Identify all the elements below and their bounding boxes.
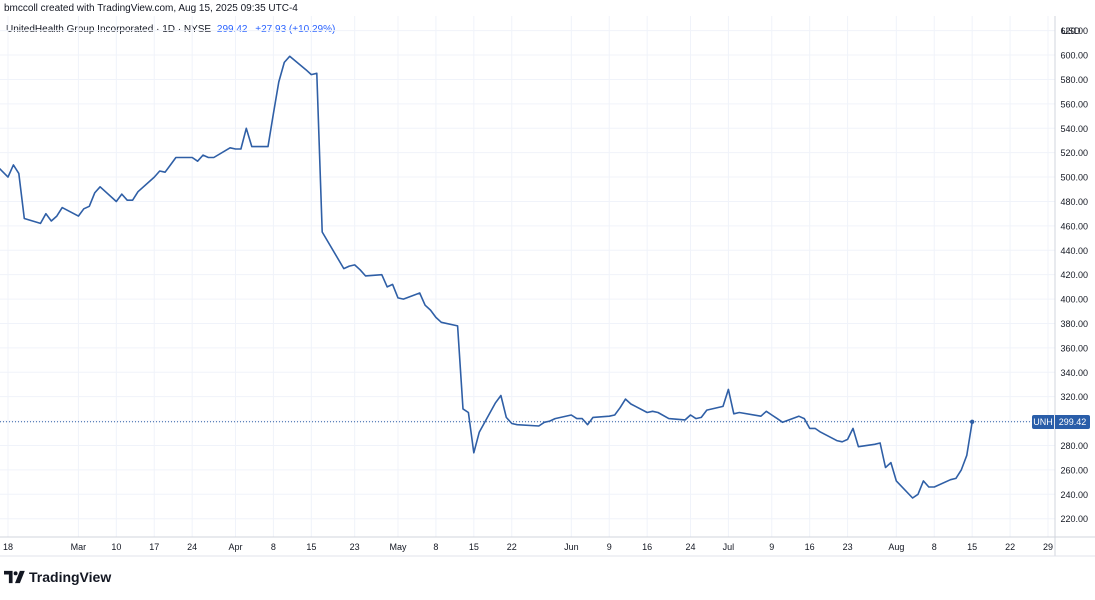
y-tick-label: 240.00	[1060, 490, 1088, 500]
y-tick-label: 620.00	[1060, 26, 1088, 36]
x-tick-label: 24	[685, 542, 695, 552]
x-tick-label: 8	[271, 542, 276, 552]
price-tag-symbol: UNH	[1032, 414, 1054, 429]
x-tick-label: Aug	[888, 542, 904, 552]
x-tick-label: 9	[607, 542, 612, 552]
series-line-unh	[0, 55, 973, 499]
x-tick-label: 16	[805, 542, 815, 552]
y-tick-label: 400.00	[1060, 295, 1088, 305]
y-tick-label: 560.00	[1060, 99, 1088, 109]
chart-grid	[0, 16, 1055, 537]
y-tick-label: 500.00	[1060, 173, 1088, 183]
x-tick-label: Jun	[564, 542, 579, 552]
y-tick-label: 380.00	[1060, 319, 1088, 329]
price-scale[interactable]: 220.00240.00260.00280.00300.00320.00340.…	[1060, 26, 1088, 524]
y-tick-label: 360.00	[1060, 343, 1088, 353]
x-tick-label: 10	[111, 542, 121, 552]
x-tick-label: 17	[149, 542, 159, 552]
symbol-legend: UnitedHealth Group Incorporated · 1D · N…	[6, 24, 335, 35]
y-tick-label: 460.00	[1060, 221, 1088, 231]
y-tick-label: 480.00	[1060, 197, 1088, 207]
x-tick-label: 15	[469, 542, 479, 552]
y-tick-label: 520.00	[1060, 148, 1088, 158]
y-tick-label: 420.00	[1060, 270, 1088, 280]
y-tick-label: 440.00	[1060, 246, 1088, 256]
x-tick-label: 22	[1005, 542, 1015, 552]
x-tick-label: 23	[350, 542, 360, 552]
x-tick-label: 24	[187, 542, 197, 552]
y-tick-label: 260.00	[1060, 465, 1088, 475]
y-tick-label: 220.00	[1060, 514, 1088, 524]
x-tick-label: 8	[433, 542, 438, 552]
y-tick-label: 340.00	[1060, 368, 1088, 378]
brand-name: TradingView	[29, 569, 112, 585]
price-tag: UNH 299.42	[1032, 414, 1090, 429]
x-tick-label: Apr	[228, 542, 242, 552]
x-tick-label: 29	[1043, 542, 1053, 552]
y-tick-label: 280.00	[1060, 441, 1088, 451]
x-tick-label: 9	[769, 542, 774, 552]
x-tick-label: 18	[3, 542, 13, 552]
x-tick-label: 15	[967, 542, 977, 552]
price-tag-value: 299.42	[1055, 414, 1090, 429]
tradingview-branding[interactable]: TradingView	[4, 569, 111, 585]
last-price-marker	[969, 419, 975, 424]
y-tick-label: 540.00	[1060, 124, 1088, 134]
x-tick-label: 15	[306, 542, 316, 552]
y-tick-label: 600.00	[1060, 51, 1088, 61]
x-tick-label: Mar	[71, 542, 87, 552]
last-price: 299.42	[216, 24, 248, 35]
chart-axes	[0, 16, 1095, 557]
chart-attribution: bmccoll created with TradingView.com, Au…	[4, 3, 298, 14]
x-tick-label: 22	[507, 542, 517, 552]
symbol-description[interactable]: UnitedHealth Group Incorporated · 1D · N…	[6, 24, 212, 35]
y-tick-label: 580.00	[1060, 75, 1088, 85]
currency-label[interactable]: USD	[1061, 26, 1081, 36]
time-scale[interactable]: 18 Mar 10 17 24 Apr 8 15 23 May 8 15 22 Jun 9 16 24 Jul 9 1…	[3, 542, 1053, 552]
x-tick-label: Jul	[723, 542, 735, 552]
x-tick-label: 8	[932, 542, 937, 552]
tradingview-logo-icon	[4, 570, 25, 584]
price-change: +27.93 (+10.29%)	[255, 24, 336, 35]
x-tick-label: May	[389, 542, 407, 552]
x-tick-label: 23	[843, 542, 853, 552]
y-tick-label: 320.00	[1060, 392, 1088, 402]
x-tick-label: 16	[642, 542, 652, 552]
